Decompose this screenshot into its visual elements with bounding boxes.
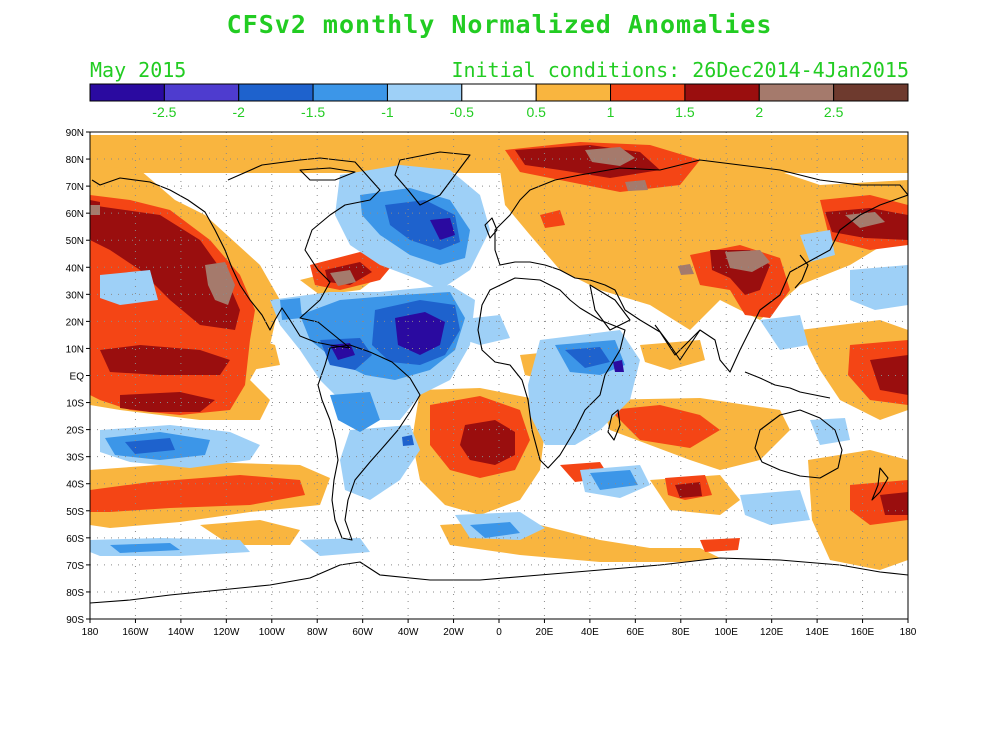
lat-label: 80N bbox=[66, 155, 84, 166]
map-background bbox=[90, 132, 908, 619]
lon-label: 40W bbox=[398, 627, 419, 638]
lon-label: 40E bbox=[581, 627, 599, 638]
lon-label: 160E bbox=[851, 627, 875, 638]
lat-label: 40S bbox=[66, 480, 84, 491]
map-frame bbox=[89, 131, 909, 620]
lat-label: 20S bbox=[66, 426, 84, 437]
colorbar-label: -2 bbox=[233, 104, 246, 120]
warm-anomaly-level-1 bbox=[90, 135, 908, 570]
new-zealand bbox=[871, 467, 889, 501]
colorbar-swatch bbox=[163, 83, 240, 102]
lon-label: 60W bbox=[352, 627, 373, 638]
lon-label: 20W bbox=[443, 627, 464, 638]
lon-label: 20E bbox=[536, 627, 554, 638]
lat-label: 60N bbox=[66, 209, 84, 220]
colorbar-swatch bbox=[312, 83, 388, 102]
lat-label: 60S bbox=[66, 534, 84, 545]
colorbar-swatch bbox=[610, 83, 686, 102]
lat-label: EQ bbox=[70, 372, 85, 383]
colorbar-label: 0.5 bbox=[526, 104, 546, 120]
map-axes: 90N80N70N60N50N40N30N20N10NEQ10S20S30S40… bbox=[66, 128, 917, 638]
colorbar-swatch bbox=[833, 83, 909, 102]
lon-label: 120W bbox=[213, 627, 240, 638]
australia-coast bbox=[754, 409, 843, 479]
cold-anomaly-level-2 bbox=[105, 188, 638, 553]
lon-label: 0 bbox=[496, 627, 502, 638]
lon-label: 100W bbox=[259, 627, 286, 638]
lon-label: 180 bbox=[82, 627, 99, 638]
warm-anomaly-level-2 bbox=[90, 142, 908, 552]
lat-label: 20N bbox=[66, 317, 84, 328]
colorbar-swatch bbox=[535, 83, 612, 102]
colorbar-label: -1 bbox=[381, 104, 394, 120]
lat-label: 70N bbox=[66, 182, 84, 193]
initial-conditions: Initial conditions: 26Dec2014-4Jan2015 bbox=[451, 58, 909, 82]
warm-anomaly-level-3 bbox=[90, 145, 908, 515]
cold-anomaly-level-3 bbox=[125, 200, 610, 454]
lat-label: 50S bbox=[66, 507, 84, 518]
colorbar-swatch bbox=[238, 83, 314, 102]
british-isles bbox=[484, 217, 498, 239]
lon-label: 100E bbox=[715, 627, 739, 638]
eurasia-coast bbox=[494, 159, 908, 373]
colorbar-swatch bbox=[461, 83, 537, 102]
south-america-coast bbox=[317, 344, 421, 541]
lat-label: 10S bbox=[66, 399, 84, 410]
greenland-coast bbox=[394, 151, 471, 206]
lat-label: 30S bbox=[66, 453, 84, 464]
colorbar-label: 2 bbox=[755, 104, 763, 120]
warm-anomaly-level-4 bbox=[90, 147, 885, 305]
antarctica-coast bbox=[90, 557, 908, 604]
japan bbox=[794, 254, 809, 289]
forecast-month: May 2015 bbox=[90, 58, 187, 82]
lat-label: 10N bbox=[66, 344, 84, 355]
colorbar-label: 2.5 bbox=[824, 104, 844, 120]
chart-title: CFSv2 monthly Normalized Anomalies bbox=[226, 10, 773, 39]
cold-anomaly-level-4 bbox=[330, 218, 624, 372]
madagascar-coast bbox=[607, 409, 621, 441]
lat-label: 80S bbox=[66, 588, 84, 599]
lat-label: 40N bbox=[66, 263, 84, 274]
arctic-islands bbox=[299, 167, 356, 181]
colorbar-label: -2.5 bbox=[152, 104, 176, 120]
cold-anomaly-level-1 bbox=[90, 165, 908, 556]
lon-label: 80E bbox=[672, 627, 690, 638]
lon-label: 180 bbox=[900, 627, 917, 638]
lat-label: 90S bbox=[66, 615, 84, 626]
lon-label: 80W bbox=[307, 627, 328, 638]
colorbar: -2.5 -2 -1.5 -1 -0.5 0.5 1 1.5 2 2.5 bbox=[89, 83, 909, 120]
lat-label: 50N bbox=[66, 236, 84, 247]
lat-label: 70S bbox=[66, 561, 84, 572]
north-america-coast bbox=[91, 157, 381, 349]
arabia bbox=[589, 284, 631, 331]
colorbar-label: 1 bbox=[607, 104, 615, 120]
colorbar-swatch bbox=[758, 83, 835, 102]
lon-label: 160W bbox=[122, 627, 149, 638]
coastlines bbox=[90, 151, 908, 604]
indonesia bbox=[744, 371, 831, 399]
graticule bbox=[90, 132, 908, 619]
colorbar-swatch bbox=[89, 83, 165, 102]
colorbar-swatch bbox=[684, 83, 760, 102]
india-peninsula bbox=[654, 324, 701, 361]
lon-label: 120E bbox=[760, 627, 784, 638]
colorbar-label: 1.5 bbox=[675, 104, 695, 120]
lon-label: 140W bbox=[168, 627, 195, 638]
lon-label: 60E bbox=[626, 627, 644, 638]
africa-coast bbox=[477, 277, 626, 469]
colorbar-label: -1.5 bbox=[301, 104, 325, 120]
colorbar-label: -0.5 bbox=[450, 104, 474, 120]
lat-label: 30N bbox=[66, 290, 84, 301]
colorbar-swatch bbox=[386, 83, 463, 102]
lon-label: 140E bbox=[805, 627, 829, 638]
